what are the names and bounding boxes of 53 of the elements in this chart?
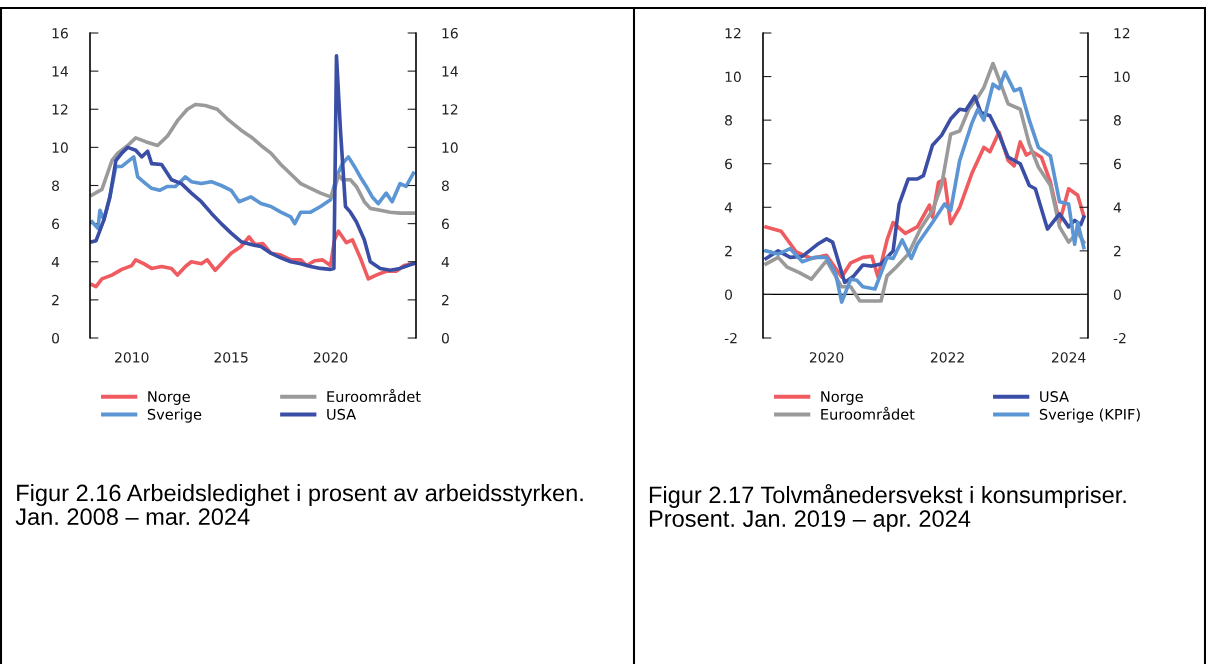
y2-tick-label: 12: [442, 104, 458, 115]
x-tick-label: 2022: [930, 352, 964, 363]
text: Figur 2.16 Arbeidsledighet i prosent av arbeidsstyrken. Jan. 2008 – mar. 2024: [15, 484, 583, 526]
y-tick-label: 4: [724, 202, 733, 213]
y-tick-label: 8: [52, 180, 59, 191]
legend-label: Norge: [821, 391, 863, 405]
y-tick-label: 8: [725, 115, 732, 126]
y-tick-label: 4: [51, 256, 60, 268]
legend-label: USA: [1040, 391, 1069, 403]
y2-tick-label: 4: [1113, 202, 1122, 213]
line-series: [90, 102, 416, 215]
y2-tick-label: 6: [441, 218, 449, 230]
y2-tick-label: 6: [1113, 158, 1121, 170]
x-tick-label: 2020: [313, 352, 348, 363]
y2-tick-label: 4: [441, 256, 450, 268]
y-tick-label: 12: [52, 104, 68, 115]
y-tick-label: 12: [725, 27, 741, 39]
y2-tick-label: 12: [1114, 27, 1130, 39]
y2-tick-label: 2: [442, 294, 449, 306]
y-tick-label: 6: [52, 218, 60, 230]
y-tick-label: 10: [52, 142, 68, 153]
y-tick-label: 16: [52, 27, 68, 39]
y2-tick-label: 10: [1114, 71, 1130, 83]
legend-label: Sverige: [147, 408, 202, 423]
x-tick-label: 2020: [809, 352, 844, 363]
y2-tick-label: 10: [442, 142, 458, 153]
y-tick-label: 2: [725, 245, 732, 257]
legend-label: Sverige (KPIF): [1039, 408, 1140, 423]
y-tick-label: 0: [725, 289, 733, 300]
y2-tick-label: 8: [441, 180, 449, 191]
x-tick-label: 2015: [214, 352, 248, 363]
x-tick-label: 2010: [115, 352, 149, 363]
y-tick-label: 0: [52, 332, 60, 344]
text: Figur 2.17 Tolvmånedersvekst i konsumpriser. Prosent. Jan. 2019 – apr. 2024: [649, 484, 1126, 532]
line-series: [764, 94, 1086, 285]
y2-tick-label: 0: [441, 332, 449, 344]
legend-label: Euroområdet: [327, 389, 421, 403]
y2-tick-label: 2: [1114, 245, 1121, 257]
legend-label: Euroområdet: [821, 406, 915, 420]
y-tick-label: -2: [724, 332, 737, 344]
y2-tick-label: 16: [442, 27, 458, 39]
y2-tick-label: -2: [1113, 332, 1126, 344]
legend-label: Norge: [148, 391, 190, 405]
y-tick-label: 10: [725, 71, 741, 83]
x-tick-label: 2024: [1051, 352, 1086, 363]
y2-tick-label: 8: [1113, 115, 1121, 126]
y2-tick-label: 14: [442, 66, 458, 77]
line-series: [90, 54, 416, 273]
legend-label: USA: [327, 408, 357, 420]
y-tick-label: 2: [52, 294, 59, 306]
y-tick-label: 6: [725, 158, 733, 170]
y-tick-label: 14: [52, 66, 69, 77]
y2-tick-label: 0: [1113, 289, 1121, 300]
